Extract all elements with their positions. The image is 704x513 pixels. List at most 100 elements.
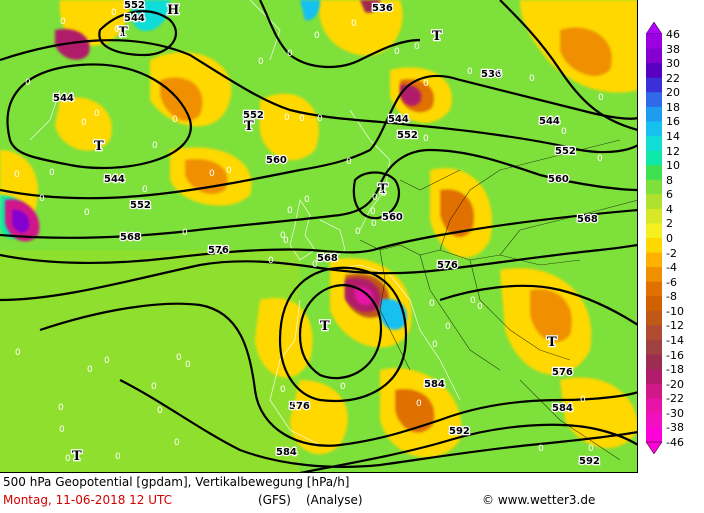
isohypse-label: 576 (208, 245, 229, 256)
legend-swatch (646, 310, 662, 326)
low-pressure-center: T (320, 319, 330, 334)
zero-label: 0 (529, 74, 535, 84)
isohypse-label: 584 (552, 403, 573, 414)
zero-label: 0 (287, 206, 293, 216)
zero-label: 0 (87, 365, 93, 375)
isohypse-label: 568 (577, 214, 598, 225)
zero-contour-labels: 0 0 0 0 0 0 0 0 0 0 0 0 0 0 0 0 0 0 0 0 0 0 0 0 0 0 0 0 0 0 0 0 0 0 0 0 0 0 0 0… (14, 8, 604, 464)
zero-label: 0 (340, 382, 346, 392)
zero-label: 0 (355, 227, 361, 237)
zero-label: 0 (118, 31, 124, 41)
zero-label: 0 (416, 399, 422, 409)
legend-label: -18 (666, 363, 684, 377)
legend-swatch (646, 77, 662, 93)
zero-label: 0 (423, 79, 429, 89)
legend-swatch (646, 325, 662, 341)
isohypse-label: 560 (382, 212, 403, 223)
zero-label: 0 (317, 114, 323, 124)
isohypse-label: 544 (53, 93, 74, 104)
legend-swatch (646, 252, 662, 268)
isohypse-label: 560 (266, 155, 287, 166)
legend-label: 2 (666, 217, 673, 231)
legend-swatch (646, 179, 662, 195)
legend-swatch (646, 106, 662, 122)
legend-label: -16 (666, 348, 684, 362)
isohypse-label: 536 (372, 3, 393, 14)
legend-bar (645, 21, 663, 455)
zero-label: 0 (182, 228, 188, 238)
low-pressure-center: T (118, 25, 128, 40)
legend-label: -6 (666, 275, 677, 289)
isohypse-label: 584 (424, 379, 445, 390)
zero-label: 0 (280, 231, 286, 241)
map-canvas: 552 544 536 544 552 544 552 552 544 560 552 544 560 5… (0, 0, 637, 472)
zero-label: 0 (588, 444, 594, 454)
zero-label: 0 (172, 115, 178, 125)
legend-label: -38 (666, 421, 684, 435)
zero-label: 0 (287, 49, 293, 59)
zero-label: 0 (580, 395, 586, 405)
copyright-link[interactable]: © www.wetter3.de (482, 493, 596, 507)
zero-label: 0 (304, 195, 310, 205)
color-legend (638, 0, 704, 473)
zero-label: 0 (299, 114, 305, 124)
zero-label: 0 (372, 193, 378, 203)
low-pressure-center: T (72, 449, 82, 464)
isohypse-label: 536 (481, 69, 502, 80)
isohypse-label: 576 (289, 401, 310, 412)
zero-label: 0 (111, 8, 117, 18)
isohypse-label: 592 (449, 426, 470, 437)
zero-label: 0 (467, 67, 473, 77)
high-pressure-center: H (167, 3, 179, 18)
zero-label: 0 (477, 302, 483, 312)
strong-ascent-cores (5, 0, 422, 313)
zero-label: 0 (152, 141, 158, 151)
zero-label: 0 (371, 219, 377, 229)
legend-swatch (646, 63, 662, 79)
legend-swatch (646, 369, 662, 385)
isohypse-label: 568 (120, 232, 141, 243)
run-mode: (Analyse) (306, 493, 363, 507)
zero-label: 0 (432, 340, 438, 350)
isohypse-label: 552 (397, 130, 418, 141)
isohypse-label: 544 (124, 13, 145, 24)
isohypse-label: 576 (552, 367, 573, 378)
zero-label: 0 (598, 93, 604, 103)
zero-label: 0 (114, 25, 120, 35)
legend-swatch (646, 136, 662, 152)
legend-label: -4 (666, 261, 677, 275)
zero-label: 0 (314, 31, 320, 41)
legend-label: -22 (666, 392, 684, 406)
zero-label: 0 (414, 42, 420, 52)
zero-label: 0 (445, 322, 451, 332)
legend-swatch (646, 267, 662, 283)
zero-label: 0 (49, 168, 55, 178)
zero-label: 0 (283, 236, 289, 246)
zero-label: 0 (39, 194, 45, 204)
footer: 500 hPa Geopotential [gpdam], Vertikalbe… (0, 473, 704, 513)
zero-label: 0 (291, 401, 297, 411)
zero-label: 0 (81, 118, 87, 128)
legend-swatch (646, 412, 662, 428)
zero-label: 0 (496, 69, 502, 79)
zero-label: 0 (59, 425, 65, 435)
pressure-centers: T T T T T T T T H (71, 2, 559, 466)
legend-swatch (646, 398, 662, 414)
legend-label: -12 (666, 319, 684, 333)
isohypse-label: 552 (243, 110, 264, 121)
zero-label: 0 (429, 299, 435, 309)
legend-label: 20 (666, 86, 680, 100)
isohypse-label: 592 (579, 456, 600, 467)
zero-label: 0 (351, 19, 357, 29)
legend-label: 16 (666, 115, 680, 129)
zero-label: 0 (174, 438, 180, 448)
isohypse-label: 552 (555, 146, 576, 157)
zero-label: 0 (25, 78, 31, 88)
isohypse-label: 552 (130, 200, 151, 211)
zero-label: 0 (176, 353, 182, 363)
zero-label: 0 (284, 113, 290, 123)
zero-label: 0 (58, 403, 64, 413)
legend-label: 6 (666, 188, 673, 202)
product-title: 500 hPa Geopotential [gpdam], Vertikalbe… (3, 475, 350, 489)
zero-label: 0 (370, 207, 376, 217)
